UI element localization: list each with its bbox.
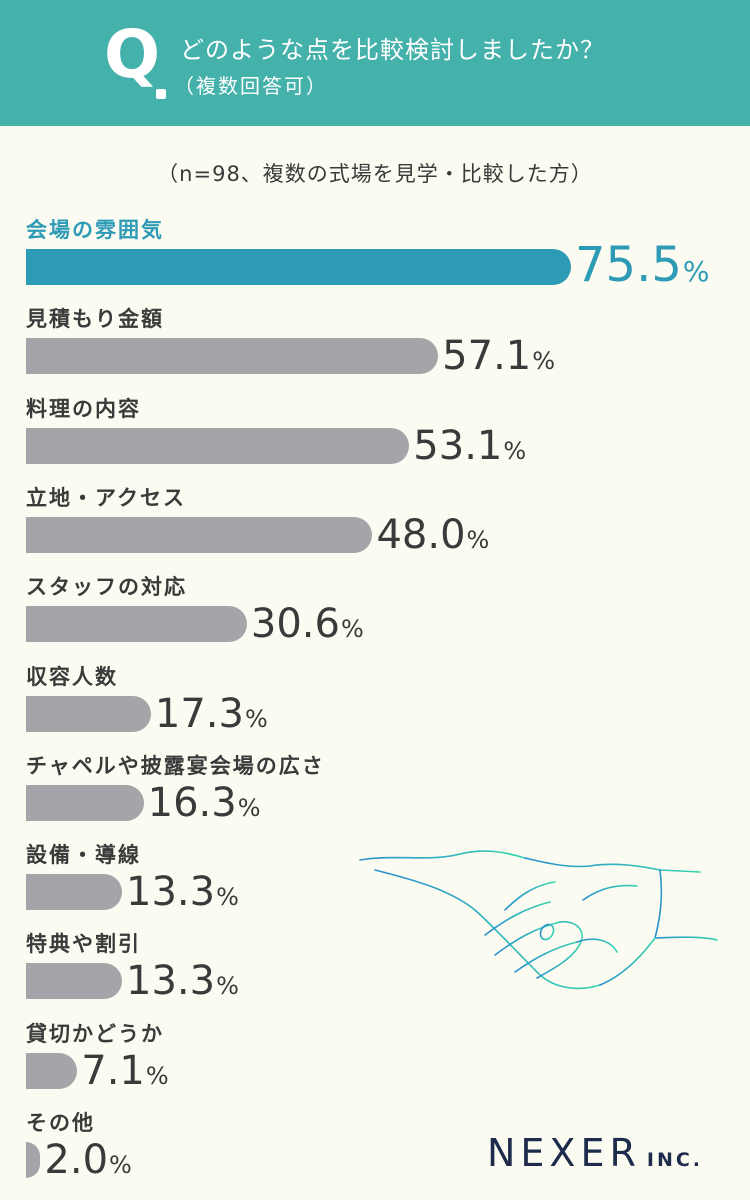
question-header: Q どのような点を比較検討しましたか？ （複数回答可） [0,0,750,126]
value-label: 75.5% [575,237,710,293]
category-label: 特典や割引 [26,932,141,957]
bar [26,516,373,553]
question-text: どのような点を比較検討しましたか？ [180,36,605,64]
value-label: 13.3% [126,958,239,1005]
bar [26,874,122,911]
q-letter: Q [104,16,161,93]
bar [26,695,151,732]
category-label: 立地・アクセス [26,485,186,510]
category-label: スタッフの対応 [26,575,187,600]
handshake-icon [359,850,718,990]
category-label: 見積もり金額 [26,307,164,332]
sample-note: （n=98、複数の式場を見学・比較した方） [157,162,593,186]
logo-sub: INC. [646,1149,704,1171]
value-label: 7.1% [81,1047,169,1094]
value-label: 57.1% [442,333,556,380]
nexer-logo: NEXER INC. [487,1134,703,1172]
category-label: 貸切かどうか [26,1021,164,1046]
category-label: 収容人数 [26,664,118,689]
value-label: 53.1% [413,422,527,469]
logo-main: NEXER [487,1131,641,1175]
category-label: その他 [26,1111,95,1135]
bar [26,1052,78,1089]
value-label: 2.0% [44,1137,132,1183]
bar [26,606,247,643]
category-label: 会場の雰囲気 [26,218,164,242]
bar [26,249,571,285]
value-label: 17.3% [154,690,268,737]
category-label: 料理の内容 [26,396,141,421]
bar [26,338,439,375]
q-dot [156,89,166,99]
bar [26,963,122,1000]
question-note: （複数回答可） [174,74,328,98]
bar [26,784,144,821]
value-label: 16.3% [147,779,261,826]
value-label: 30.6% [250,601,364,648]
category-label: 設備・導線 [26,843,141,868]
value-label: 13.3% [126,869,239,916]
category-label: チャペルや披露宴会場の広さ [26,753,325,778]
bar [26,1142,41,1178]
bar [26,427,410,464]
value-label: 48.0% [376,511,490,558]
